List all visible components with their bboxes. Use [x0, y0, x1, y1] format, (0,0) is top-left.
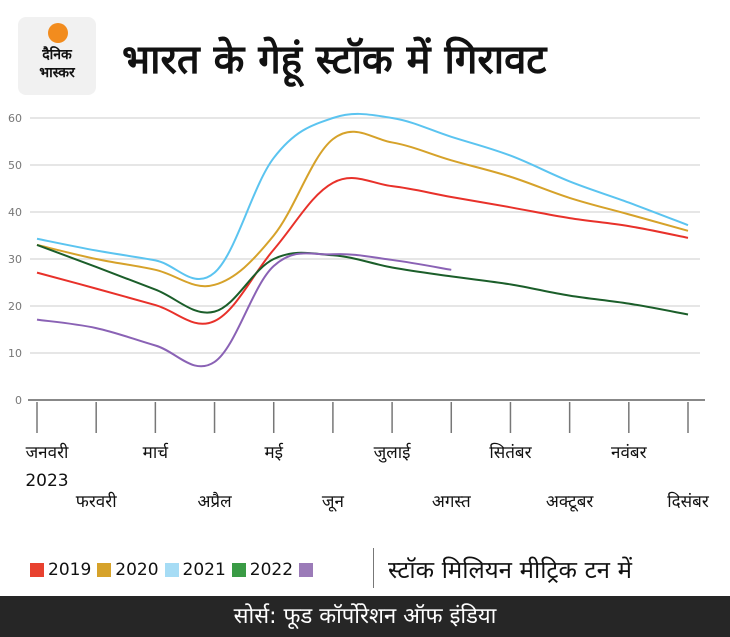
x-tick-label: जून [322, 492, 345, 512]
legend-swatch [299, 563, 314, 577]
y-tick-label: 40 [8, 206, 22, 219]
series-line-2022 [36, 243, 689, 316]
x-tick-label: नवंबर [611, 443, 648, 463]
x-tick-label: दिसंबर [667, 491, 710, 512]
legend-swatch [164, 563, 179, 577]
legend-label: 2020 [115, 560, 159, 580]
line-chart: 0 10 20 30 40 50 60 जनवरी 2023 फरवरी मार्च अप्रैल मई… [8, 112, 710, 512]
logo-line2: भास्कर [39, 65, 75, 81]
sun-icon [48, 23, 68, 43]
x-tick-label: अगस्त [432, 492, 471, 512]
dainik-bhaskar-logo: दैनिक भास्कर [18, 17, 96, 95]
legend-label: 2021 [182, 560, 226, 580]
x-tick-label: मई [264, 442, 284, 463]
x-tick-label: सितंबर [489, 442, 532, 463]
unit-note: स्टॉक मिलियन मीट्रिक टन में [388, 556, 632, 584]
legend-label: 2022 [249, 560, 294, 580]
series-line-2021 [36, 112, 689, 280]
legend-label: 2019 [48, 560, 92, 580]
page-title: भारत के गेहूं स्टॉक में गिरावट [122, 37, 547, 83]
x-tick-label: अक्टूबर [546, 492, 595, 512]
logo-line1: दैनिक [42, 47, 72, 63]
x-tick-label: मार्च [143, 442, 170, 463]
series-line-2020 [36, 130, 689, 288]
series-line-2019 [36, 177, 689, 325]
y-tick-label: 0 [15, 394, 22, 407]
x-tick-label: जनवरी 2023 [25, 442, 69, 491]
x-tick-label: फरवरी [76, 491, 117, 512]
legend-swatch [30, 563, 44, 577]
y-tick-label: 50 [8, 159, 22, 172]
x-tick-label: जुलाई [374, 442, 412, 463]
y-tick-label: 60 [8, 112, 22, 125]
series-line-unnamed [36, 252, 452, 368]
legend-swatch [97, 563, 112, 577]
y-tick-label: 20 [8, 300, 22, 313]
y-tick-label: 10 [8, 347, 22, 360]
legend: 2019 2020 2021 2022 [30, 560, 317, 580]
legend-swatch [231, 563, 246, 577]
divider [373, 548, 374, 588]
source-footer: सोर्स: फूड कॉर्पोरेशन ऑफ इंडिया [0, 596, 730, 637]
x-tick-label: अप्रैल [197, 491, 232, 512]
y-tick-label: 30 [8, 253, 22, 266]
